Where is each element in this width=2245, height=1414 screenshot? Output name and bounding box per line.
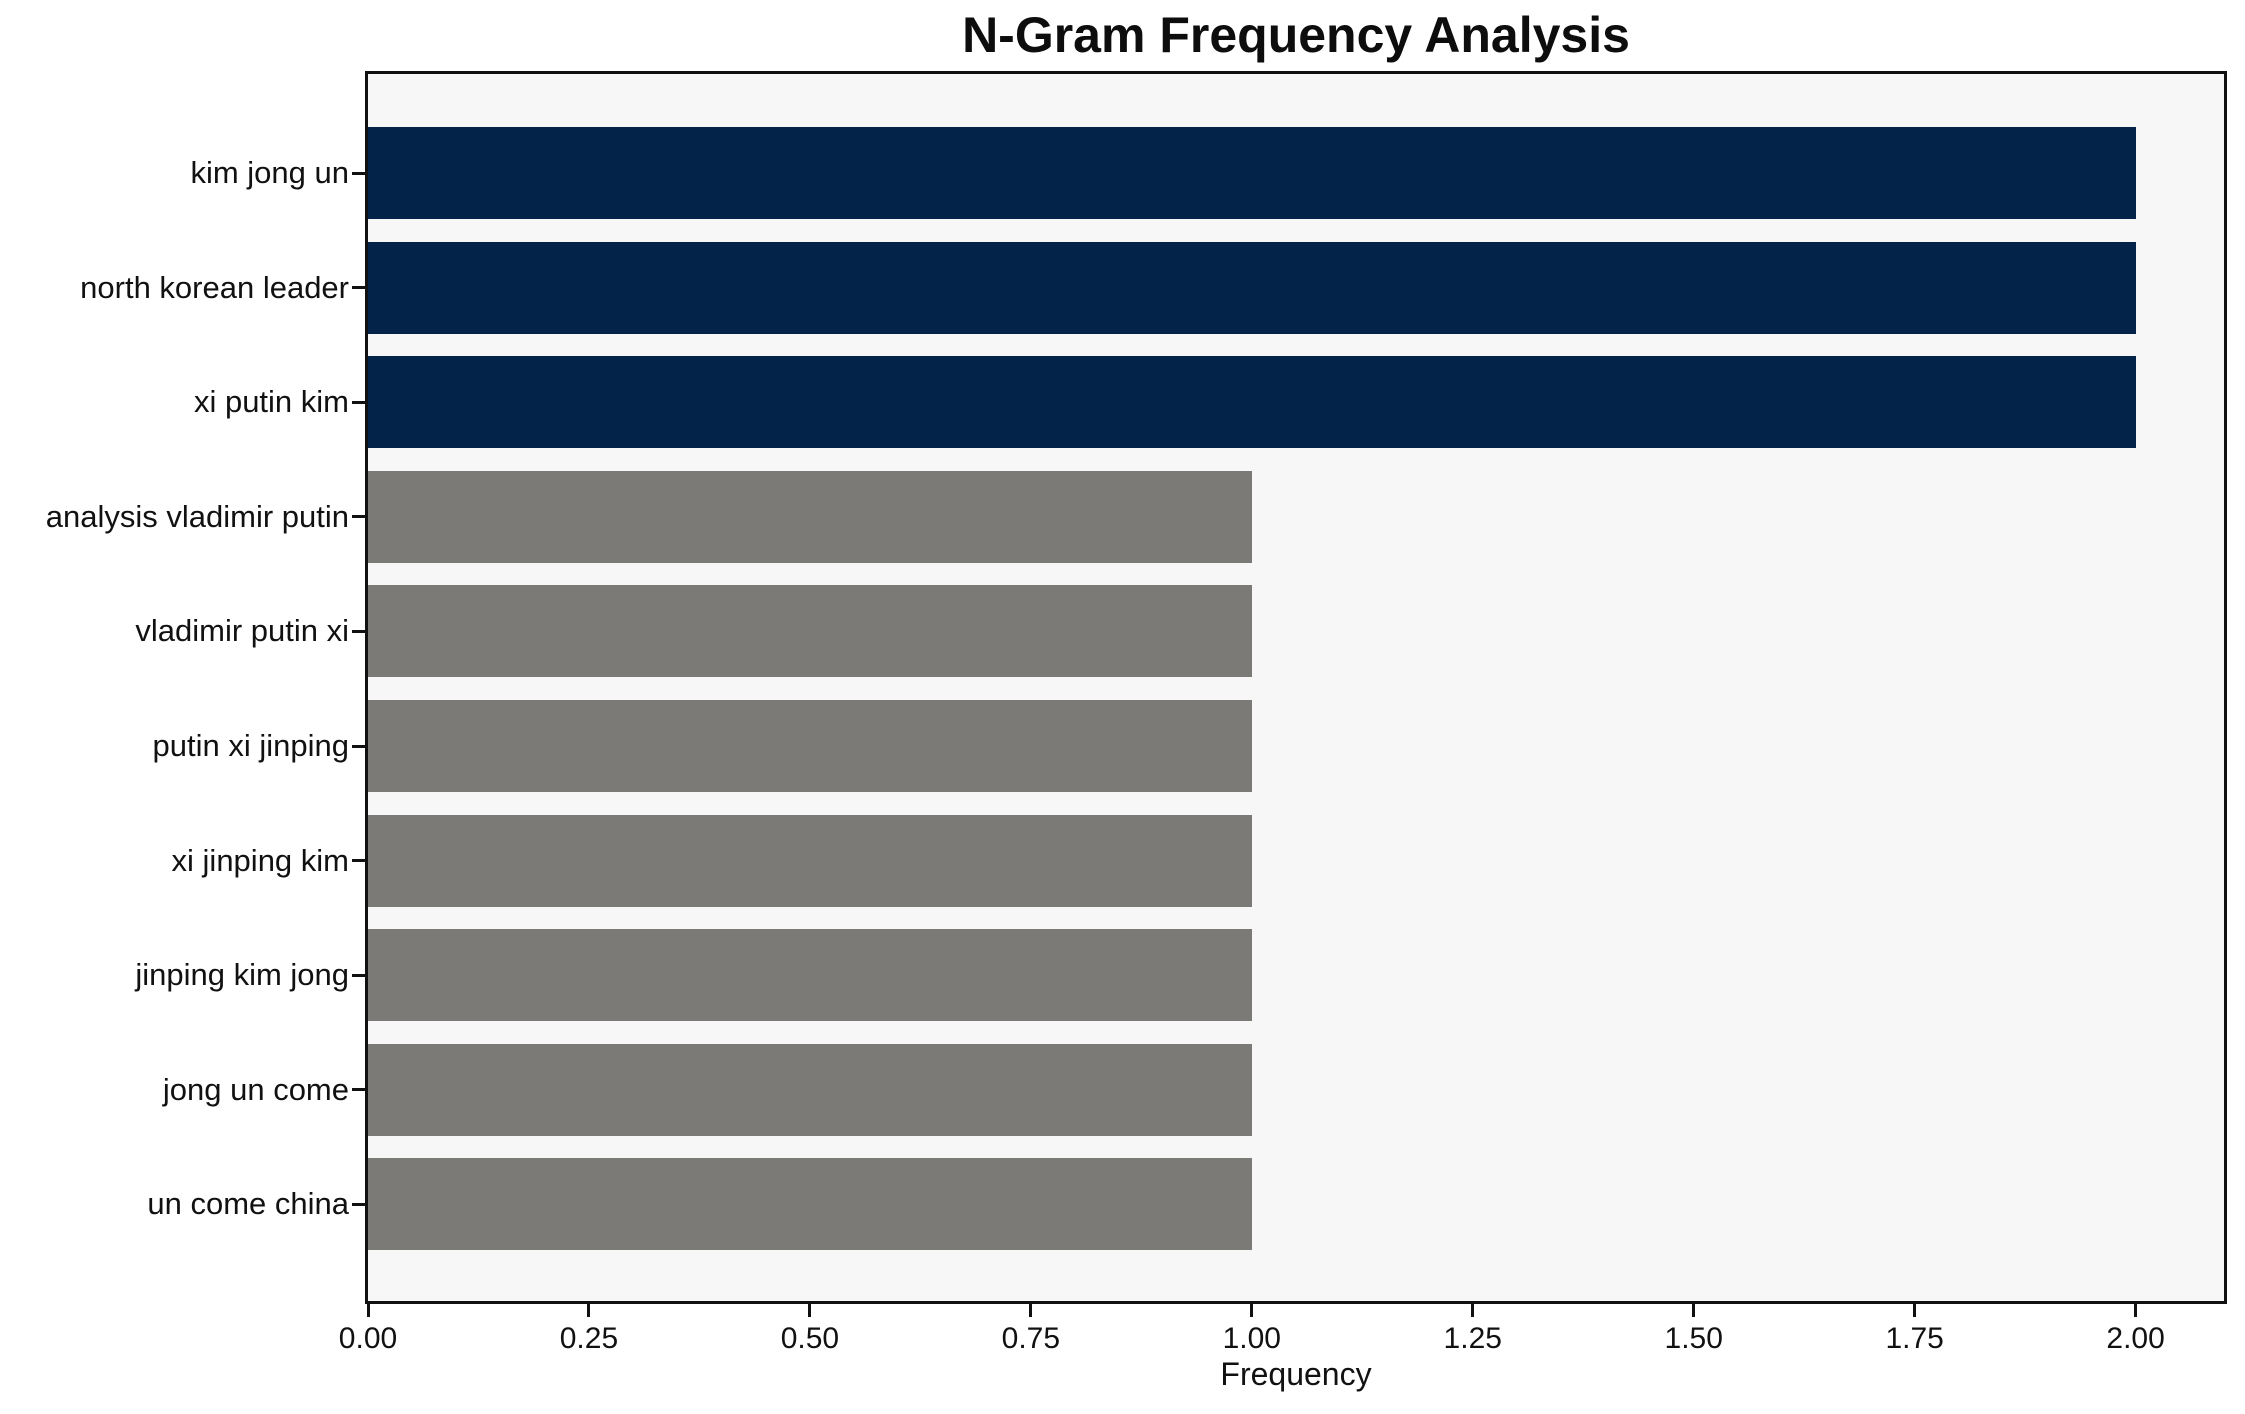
x-tick-mark: [1471, 1304, 1475, 1317]
x-tick-mark: [808, 1304, 812, 1317]
y-tick-label: kim jong un: [190, 155, 349, 190]
y-tick-label: north korean leader: [80, 269, 349, 305]
bar: [368, 470, 1252, 563]
x-tick-label: 0.75: [1001, 1322, 1061, 1355]
y-tick-mark: [352, 1202, 365, 1206]
x-tick-mark: [1029, 1304, 1033, 1317]
bar: [368, 814, 1252, 907]
y-tick-mark: [352, 286, 365, 290]
bar: [368, 1158, 1252, 1251]
y-tick-mark: [352, 859, 365, 863]
y-tick-label: un come china: [147, 1186, 349, 1222]
y-tick-mark: [352, 629, 365, 633]
x-tick-label: 2.00: [2106, 1322, 2165, 1355]
bar: [368, 700, 1252, 792]
y-tick-label: analysis vladimir putin: [45, 498, 349, 534]
bar: [368, 1043, 1252, 1136]
chart-title: N-Gram Frequency Analysis: [962, 7, 1630, 63]
x-tick-label: 1.00: [1222, 1322, 1281, 1355]
y-tick-label: putin xi jinping: [152, 728, 349, 763]
plot-area: [365, 71, 2227, 1304]
y-tick-label: vladimir putin xi: [135, 613, 349, 649]
x-tick-mark: [1692, 1304, 1696, 1317]
x-tick-mark: [366, 1304, 370, 1317]
y-tick-mark: [352, 1088, 365, 1092]
x-tick-mark: [587, 1304, 591, 1317]
x-tick-label: 0.50: [780, 1322, 840, 1355]
bar: [368, 929, 1252, 1022]
x-tick-label: 1.75: [1885, 1322, 1944, 1355]
x-tick-label: 0.25: [559, 1322, 619, 1355]
x-tick-mark: [1250, 1304, 1254, 1317]
y-tick-mark: [352, 515, 365, 519]
x-tick-mark: [2134, 1304, 2138, 1317]
y-tick-mark: [352, 400, 365, 404]
x-tick-label: 1.50: [1664, 1322, 1723, 1355]
y-tick-mark: [352, 973, 365, 977]
y-tick-label: jinping kim jong: [135, 957, 349, 993]
y-tick-label: xi jinping kim: [171, 842, 349, 878]
bar: [368, 127, 2136, 219]
x-tick-label: 1.25: [1443, 1322, 1502, 1355]
y-tick-mark: [352, 171, 365, 175]
y-tick-label: jong un come: [162, 1071, 349, 1107]
y-tick-label: xi putin kim: [193, 384, 349, 420]
x-axis-label: Frequency: [1220, 1356, 1372, 1392]
x-tick-label: 0.00: [338, 1322, 398, 1355]
x-tick-mark: [1913, 1304, 1917, 1317]
y-tick-mark: [352, 744, 365, 748]
bar: [368, 585, 1252, 678]
bar: [368, 241, 2136, 334]
bar: [368, 356, 2136, 449]
